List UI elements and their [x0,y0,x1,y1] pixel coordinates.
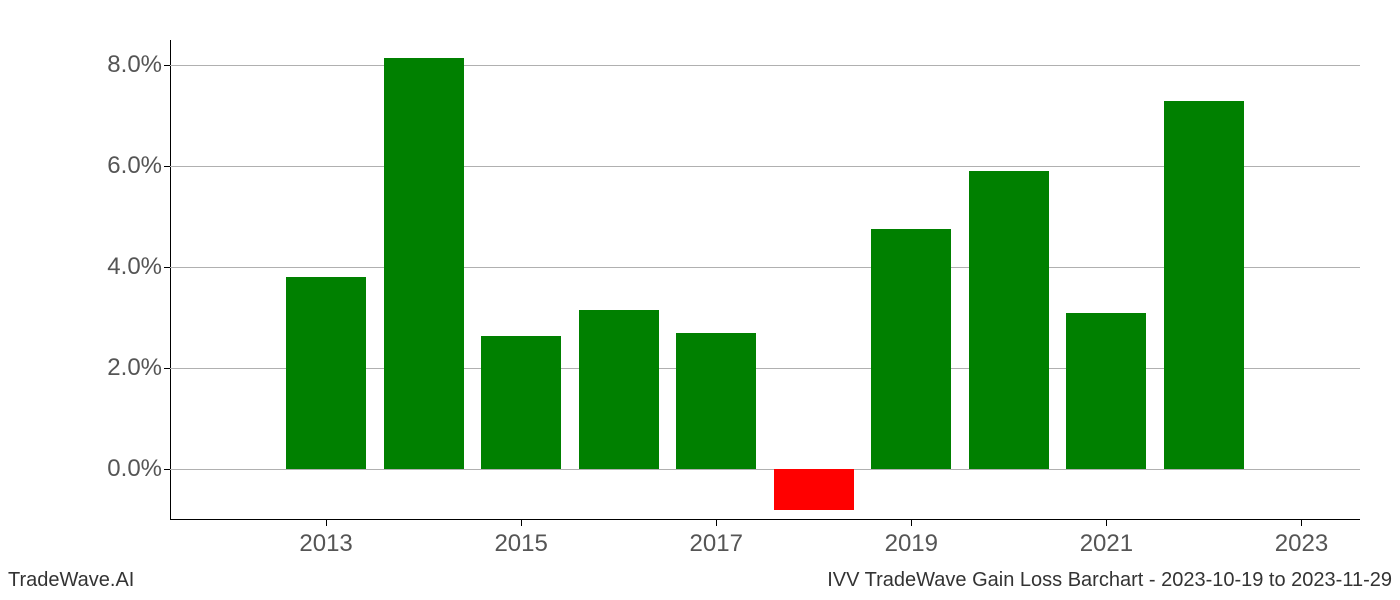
xtick-label: 2013 [299,530,352,558]
bar [384,58,464,470]
xtick-label: 2015 [494,530,547,558]
xtick-label: 2019 [885,530,938,558]
ytick-mark [164,469,170,470]
gridline [170,469,1360,470]
footer-right-text: IVV TradeWave Gain Loss Barchart - 2023-… [827,569,1392,592]
ytick-mark [164,65,170,66]
bar [1066,313,1146,470]
xtick-label: 2023 [1275,530,1328,558]
ytick-mark [164,166,170,167]
ytick-mark [164,368,170,369]
xtick-label: 2017 [690,530,743,558]
bar [774,469,854,509]
bar [579,310,659,469]
bar [1164,101,1244,470]
x-axis-spine [170,519,1360,520]
ytick-mark [164,267,170,268]
xtick-label: 2021 [1080,530,1133,558]
bar [676,333,756,469]
bar [481,336,561,470]
bar-chart [170,40,1360,520]
xtick-mark [1301,520,1302,526]
ytick-label: 4.0% [82,253,162,281]
gridline [170,65,1360,66]
plot-area [170,40,1360,520]
ytick-label: 0.0% [82,455,162,483]
ytick-label: 2.0% [82,354,162,382]
footer-left-text: TradeWave.AI [8,569,134,592]
ytick-label: 6.0% [82,152,162,180]
bar [286,277,366,469]
xtick-mark [716,520,717,526]
bar [871,229,951,469]
xtick-mark [911,520,912,526]
xtick-mark [521,520,522,526]
bar [969,171,1049,469]
y-axis-spine [170,40,171,520]
ytick-label: 8.0% [82,51,162,79]
xtick-mark [1106,520,1107,526]
xtick-mark [326,520,327,526]
